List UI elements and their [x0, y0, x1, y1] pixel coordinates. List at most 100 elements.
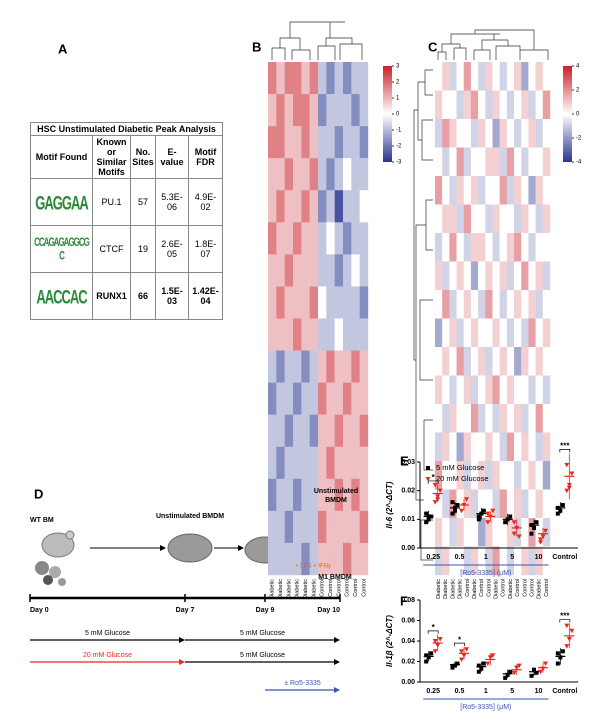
heatmap-cell — [521, 290, 529, 319]
data-point — [432, 500, 438, 505]
heatmap-cell — [521, 233, 529, 262]
heatmap-cell — [334, 94, 344, 127]
y-tick-label: 0.08 — [401, 597, 415, 604]
heatmap-cell — [485, 261, 493, 291]
heatmap-cell — [528, 432, 536, 462]
heatmap-cell — [528, 90, 536, 120]
heatmap-cell — [542, 489, 551, 519]
panel-letter: D — [34, 486, 43, 501]
heatmap-cell — [284, 158, 294, 191]
heatmap-cell — [318, 94, 327, 127]
heatmap-cell — [492, 461, 500, 490]
heatmap-cell — [470, 261, 479, 291]
heatmap-cell — [276, 382, 285, 415]
heatmap-cell — [535, 233, 544, 262]
data-point — [429, 651, 434, 656]
heatmap-cell — [535, 461, 544, 490]
heatmap-cell — [334, 318, 344, 351]
heatmap-cell — [435, 461, 443, 490]
heatmap-cell — [463, 461, 472, 490]
heatmap-cell — [435, 62, 443, 91]
heatmap-cell — [463, 233, 472, 262]
day-label: Day 7 — [176, 607, 195, 614]
data-point — [511, 531, 517, 537]
column-header: No. Sites — [130, 135, 156, 179]
heatmap-cell — [542, 518, 551, 547]
heatmap-cell — [470, 62, 479, 91]
heatmap-cell — [506, 404, 515, 433]
heatmap-cell — [351, 222, 360, 255]
legend-label: 5 mM Glucose — [436, 463, 484, 472]
heatmap-cell — [456, 404, 464, 433]
heatmap-cell — [301, 62, 310, 95]
heatmap-cell — [268, 350, 277, 383]
heatmap-cell — [542, 375, 551, 405]
heatmap-cell — [492, 261, 500, 291]
heatmap-cell — [284, 222, 294, 255]
y-tick-label: 0.06 — [401, 617, 415, 624]
heatmap-cell — [318, 318, 327, 351]
arrow-label: 5 mM Glucose — [240, 652, 285, 659]
heatmap-cell — [521, 261, 529, 291]
heatmap-cell — [318, 350, 327, 383]
heatmap-cell — [470, 375, 479, 405]
heatmap-cell — [456, 546, 464, 576]
heatmap-cell — [499, 489, 508, 519]
heatmap-cell — [535, 261, 544, 291]
heatmap-cell — [449, 233, 457, 262]
panel-letter: C — [428, 39, 438, 54]
heatmap-cell — [343, 350, 352, 383]
heatmap-cell — [268, 446, 277, 480]
heatmap-cell — [521, 375, 529, 405]
heatmap-cell — [514, 119, 522, 148]
heatmap-cell — [293, 254, 302, 287]
heatmap-cell — [506, 90, 515, 120]
heatmap-cell — [284, 382, 294, 415]
heatmap-cell — [514, 404, 522, 433]
colorbar-tick-label: -2 — [396, 144, 402, 150]
heatmap-cell — [492, 176, 500, 205]
heatmap-cell — [334, 510, 344, 544]
heatmap-cell — [478, 318, 486, 348]
heatmap-cell — [442, 432, 450, 462]
heatmap-cell — [470, 461, 479, 490]
heatmap-cell — [276, 254, 285, 287]
data-point — [459, 649, 464, 654]
column-label: Diabetic — [278, 579, 284, 599]
colorbar — [563, 66, 572, 162]
data-point — [424, 511, 429, 516]
heatmap-cell — [318, 254, 327, 287]
column-label: Control — [345, 579, 351, 597]
heatmap-cell — [326, 254, 335, 287]
heatmap-cell — [326, 318, 335, 351]
heatmap-cell — [301, 382, 310, 415]
day-label: Day 9 — [256, 607, 275, 614]
heatmap-cell — [334, 190, 344, 223]
colorbar-tick-label: -2 — [576, 136, 582, 142]
heatmap-cell — [343, 286, 352, 319]
heatmap-cell — [463, 290, 472, 319]
heatmap-cell — [351, 62, 360, 95]
data-point — [555, 661, 560, 666]
heatmap-cell — [485, 233, 493, 262]
heatmap-cell — [268, 94, 277, 127]
heatmap-cell — [492, 233, 500, 262]
heatmap-cell — [334, 286, 344, 319]
heatmap-cell — [442, 347, 450, 376]
heatmap-cell — [521, 204, 529, 234]
significance-label: *** — [560, 442, 570, 451]
column-label: Diabetic — [472, 579, 478, 599]
heatmap-cell — [449, 119, 457, 148]
heatmap-cell — [478, 176, 486, 205]
label: M1 BMDM — [318, 574, 352, 581]
heatmap-cell — [499, 176, 508, 205]
heatmap-cell — [542, 204, 551, 234]
heatmap-cell — [351, 446, 360, 480]
heatmap-cell — [514, 176, 522, 205]
significance-label: * — [458, 635, 462, 644]
heatmap-cell — [284, 94, 294, 127]
heatmap-cell — [542, 90, 551, 120]
data-point — [481, 661, 486, 666]
heatmap-cell — [309, 478, 319, 512]
heatmap-cell — [485, 318, 493, 348]
